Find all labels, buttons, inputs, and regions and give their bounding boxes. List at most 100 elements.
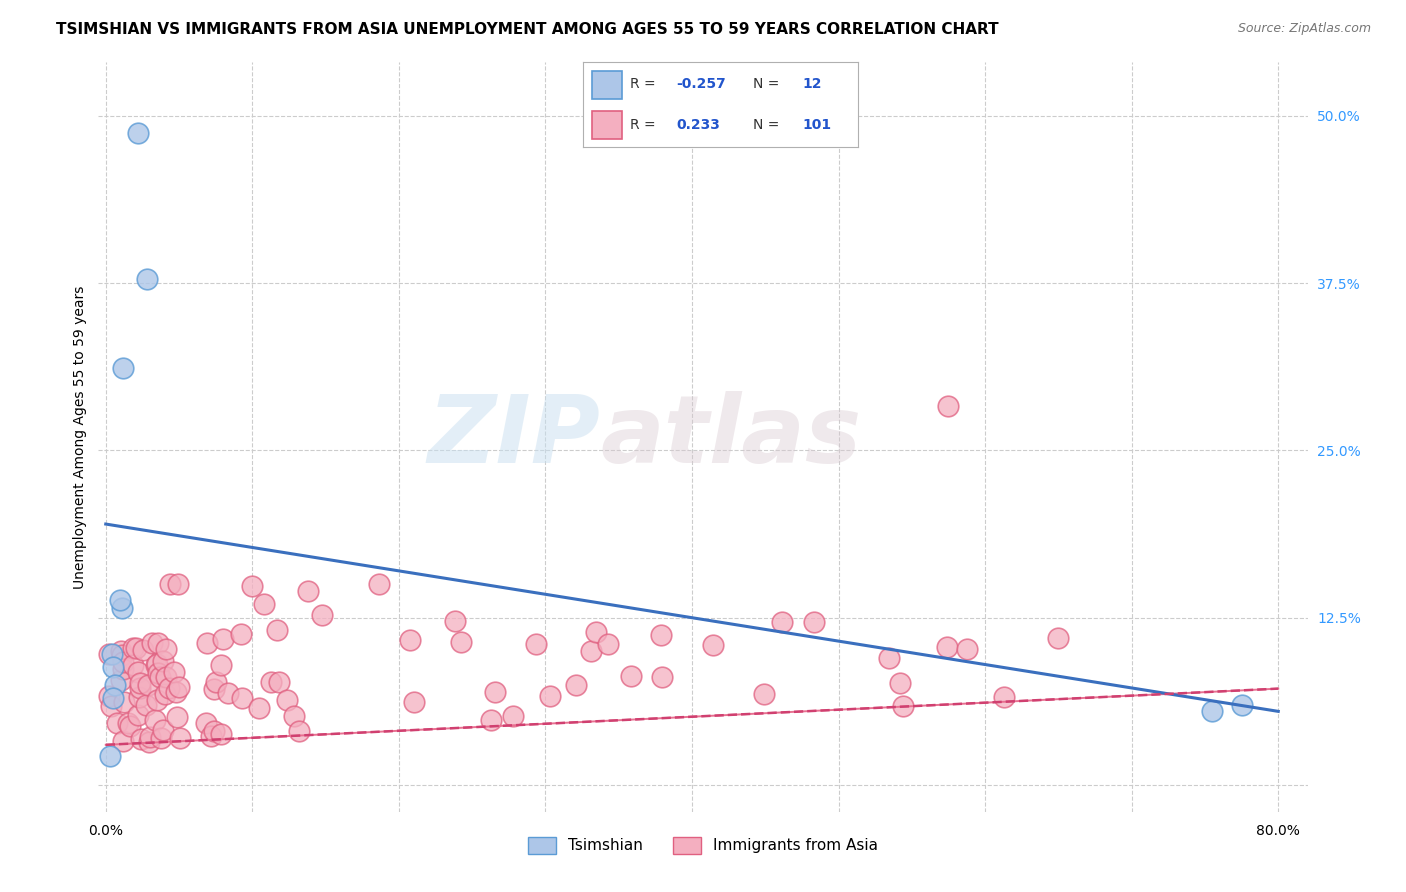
Point bbox=[101, 660, 124, 674]
Text: -0.257: -0.257 bbox=[676, 78, 727, 92]
Point bbox=[122, 658, 145, 673]
Point bbox=[112, 655, 135, 669]
Point bbox=[240, 579, 263, 593]
Text: 12: 12 bbox=[803, 78, 823, 92]
Point bbox=[266, 623, 288, 637]
Point bbox=[202, 682, 225, 697]
Point bbox=[276, 692, 298, 706]
Point bbox=[136, 678, 159, 692]
Point bbox=[283, 708, 305, 723]
Point bbox=[936, 640, 959, 654]
Point bbox=[165, 685, 187, 699]
Point bbox=[247, 701, 270, 715]
Point bbox=[579, 644, 602, 658]
Point bbox=[484, 685, 506, 699]
Point bbox=[1046, 632, 1069, 646]
Point bbox=[311, 608, 333, 623]
Point bbox=[200, 729, 222, 743]
Point bbox=[148, 669, 170, 683]
Point bbox=[260, 675, 283, 690]
Point bbox=[620, 669, 643, 683]
Point bbox=[105, 715, 128, 730]
Point bbox=[135, 698, 157, 713]
Point bbox=[111, 648, 134, 662]
Point bbox=[195, 636, 218, 650]
Point bbox=[112, 360, 135, 375]
Point bbox=[155, 670, 177, 684]
Point bbox=[398, 633, 420, 648]
Text: N =: N = bbox=[754, 78, 785, 92]
Point bbox=[209, 727, 232, 741]
Point bbox=[146, 657, 169, 671]
Point bbox=[402, 695, 425, 709]
Text: R =: R = bbox=[630, 118, 665, 132]
Point bbox=[146, 692, 169, 706]
Text: 0.233: 0.233 bbox=[676, 118, 721, 132]
Point bbox=[125, 641, 148, 656]
Point bbox=[229, 627, 252, 641]
Point bbox=[889, 675, 911, 690]
Point bbox=[127, 127, 149, 141]
Point bbox=[128, 690, 150, 704]
Point bbox=[145, 657, 167, 672]
Point bbox=[103, 678, 125, 692]
Point bbox=[100, 698, 122, 713]
Point bbox=[129, 675, 152, 690]
Point bbox=[101, 690, 124, 705]
Point bbox=[297, 583, 319, 598]
Point bbox=[112, 694, 135, 708]
Point bbox=[127, 707, 149, 722]
Text: R =: R = bbox=[630, 78, 659, 92]
Point bbox=[155, 642, 177, 657]
Point bbox=[110, 593, 132, 607]
Point bbox=[131, 642, 153, 657]
Point bbox=[118, 718, 141, 732]
Point bbox=[269, 675, 291, 690]
Point bbox=[146, 636, 169, 650]
Point bbox=[169, 731, 191, 746]
Point bbox=[585, 624, 607, 639]
Point bbox=[152, 654, 174, 668]
Text: atlas: atlas bbox=[600, 391, 862, 483]
Point bbox=[121, 641, 143, 656]
Point bbox=[1230, 698, 1253, 712]
Point bbox=[153, 687, 176, 701]
Point bbox=[100, 647, 122, 661]
Point bbox=[98, 690, 121, 704]
Point bbox=[98, 748, 121, 763]
Point bbox=[524, 637, 547, 651]
Point bbox=[253, 597, 276, 611]
Point bbox=[166, 710, 188, 724]
Point bbox=[209, 657, 232, 672]
Point bbox=[204, 724, 226, 739]
Point bbox=[111, 662, 134, 676]
Text: ZIP: ZIP bbox=[427, 391, 600, 483]
Point bbox=[167, 577, 190, 591]
Point bbox=[150, 731, 173, 746]
Point bbox=[502, 709, 524, 723]
Point bbox=[893, 698, 915, 713]
Point bbox=[138, 735, 160, 749]
Point bbox=[111, 734, 134, 748]
Point bbox=[879, 650, 901, 665]
Legend: Tsimshian, Immigrants from Asia: Tsimshian, Immigrants from Asia bbox=[522, 830, 884, 860]
Point bbox=[770, 615, 793, 629]
Point bbox=[596, 636, 619, 650]
Point bbox=[139, 731, 162, 745]
Y-axis label: Unemployment Among Ages 55 to 59 years: Unemployment Among Ages 55 to 59 years bbox=[73, 285, 87, 589]
Point bbox=[1201, 705, 1223, 719]
Point bbox=[803, 615, 825, 629]
Text: 101: 101 bbox=[803, 118, 832, 132]
Point bbox=[205, 674, 228, 689]
Point bbox=[111, 601, 134, 615]
Point bbox=[650, 628, 672, 642]
Text: N =: N = bbox=[754, 118, 785, 132]
Point bbox=[157, 681, 180, 696]
Point bbox=[195, 716, 218, 731]
Point bbox=[367, 577, 389, 591]
Point bbox=[127, 665, 149, 680]
Point bbox=[538, 690, 561, 704]
Point bbox=[938, 400, 960, 414]
Text: TSIMSHIAN VS IMMIGRANTS FROM ASIA UNEMPLOYMENT AMONG AGES 55 TO 59 YEARS CORRELA: TSIMSHIAN VS IMMIGRANTS FROM ASIA UNEMPL… bbox=[56, 22, 998, 37]
Point bbox=[479, 713, 502, 727]
